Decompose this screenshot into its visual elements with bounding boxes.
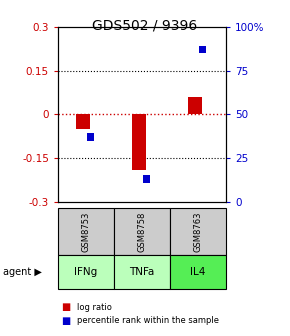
Bar: [199, 46, 206, 53]
Text: GSM8753: GSM8753: [81, 212, 90, 252]
Bar: [76, 114, 90, 129]
Text: ■: ■: [61, 302, 70, 312]
Bar: [143, 175, 150, 182]
Text: percentile rank within the sample: percentile rank within the sample: [77, 317, 219, 325]
Text: GDS502 / 9396: GDS502 / 9396: [93, 18, 197, 33]
Text: GSM8758: GSM8758: [137, 212, 147, 252]
Text: IFNg: IFNg: [75, 267, 98, 277]
Bar: [132, 114, 146, 170]
Text: ■: ■: [61, 316, 70, 326]
Text: TNFa: TNFa: [129, 267, 155, 277]
Bar: [87, 133, 94, 140]
Text: IL4: IL4: [191, 267, 206, 277]
Text: log ratio: log ratio: [77, 303, 112, 312]
Text: GSM8763: GSM8763: [194, 212, 203, 252]
Text: agent ▶: agent ▶: [3, 267, 42, 277]
Bar: [188, 97, 202, 114]
